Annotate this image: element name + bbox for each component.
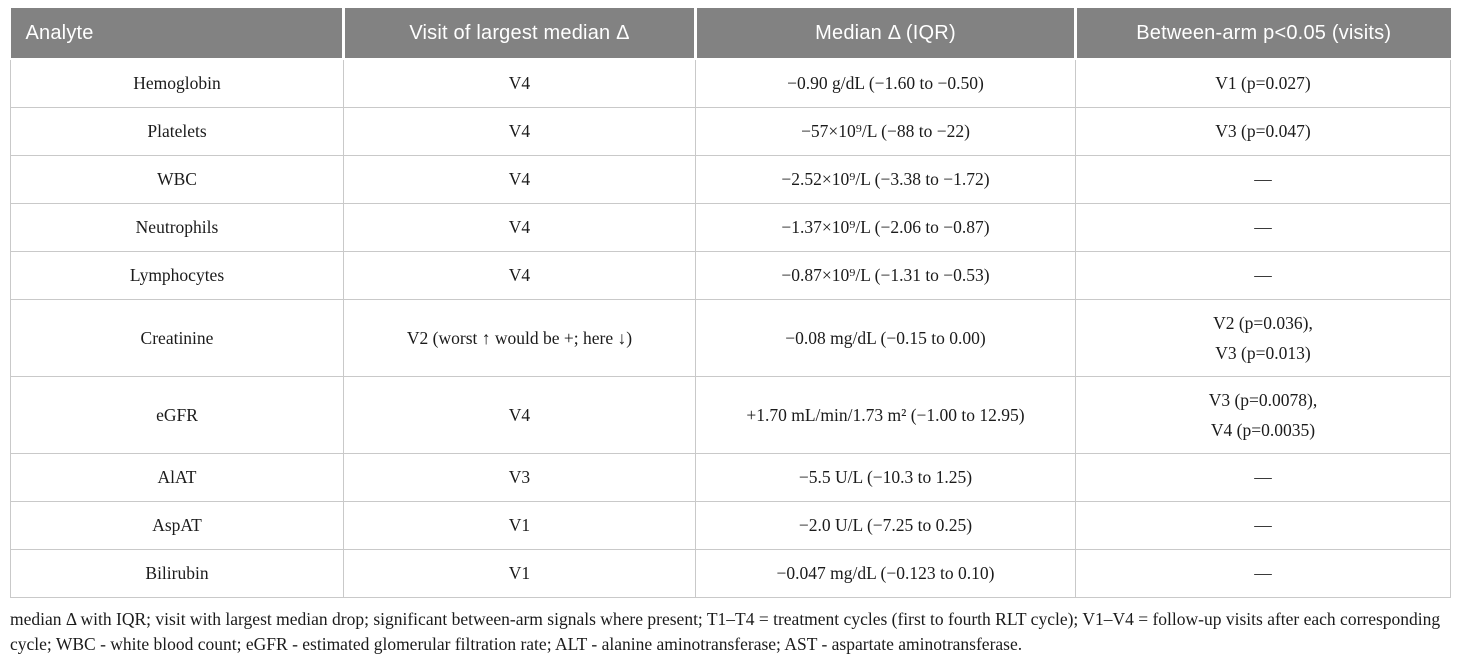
median-cell: −1.37×10⁹/L (−2.06 to −0.87) (695, 202, 1076, 252)
table-row: Hemoglobin V4 −0.90 g/dL (−1.60 to −0.50… (10, 59, 1451, 108)
analyte-cell: eGFR (10, 375, 344, 454)
analyte-cell: Bilirubin (10, 548, 344, 598)
analyte-cell: Creatinine (10, 298, 344, 377)
visit-cell: V4 (343, 250, 696, 300)
pvalue-cell: — (1075, 154, 1451, 204)
table-row: Bilirubin V1 −0.047 mg/dL (−0.123 to 0.1… (10, 548, 1451, 598)
visit-cell: V4 (343, 59, 696, 108)
column-header-visit-of-largest-median-delta: Visit of largest median Δ (343, 8, 697, 60)
median-cell: −57×10⁹/L (−88 to −22) (695, 106, 1076, 156)
visit-cell: V3 (343, 452, 696, 502)
pvalue-cell: — (1075, 452, 1451, 502)
header-row: Analyte Visit of largest median Δ Median… (10, 8, 1451, 60)
table-body: Hemoglobin V4 −0.90 g/dL (−1.60 to −0.50… (10, 59, 1451, 598)
visit-cell: V1 (343, 500, 696, 550)
visit-cell: V4 (343, 106, 696, 156)
median-cell: −0.047 mg/dL (−0.123 to 0.10) (695, 548, 1076, 598)
visit-cell: V1 (343, 548, 696, 598)
analyte-summary-table: Analyte Visit of largest median Δ Median… (10, 8, 1451, 598)
table-row: AlAT V3 −5.5 U/L (−10.3 to 1.25) — (10, 452, 1451, 502)
table-row: Neutrophils V4 −1.37×10⁹/L (−2.06 to −0.… (10, 202, 1451, 252)
pvalue-cell: — (1075, 202, 1451, 252)
table-row: Creatinine V2 (worst ↑ would be +; here … (10, 298, 1451, 377)
visit-cell: V4 (343, 154, 696, 204)
column-header-median-delta-iqr: Median Δ (IQR) (695, 8, 1077, 60)
pvalue-cell: — (1075, 548, 1451, 598)
median-cell: −2.52×10⁹/L (−3.38 to −1.72) (695, 154, 1076, 204)
visit-cell: V2 (worst ↑ would be +; here ↓) (343, 298, 696, 377)
analyte-cell: Hemoglobin (10, 59, 344, 108)
table-row: Platelets V4 −57×10⁹/L (−88 to −22) V3 (… (10, 106, 1451, 156)
pvalue-cell: — (1075, 250, 1451, 300)
table-header: Analyte Visit of largest median Δ Median… (10, 8, 1451, 60)
median-cell: +1.70 mL/min/1.73 m² (−1.00 to 12.95) (695, 375, 1076, 454)
visit-cell: V4 (343, 202, 696, 252)
table-row: AspAT V1 −2.0 U/L (−7.25 to 0.25) — (10, 500, 1451, 550)
analyte-cell: AlAT (10, 452, 344, 502)
pvalue-cell: V1 (p=0.027) (1075, 59, 1451, 108)
pvalue-cell: V3 (p=0.047) (1075, 106, 1451, 156)
table-row: WBC V4 −2.52×10⁹/L (−3.38 to −1.72) — (10, 154, 1451, 204)
table-footnote: median Δ with IQR; visit with largest me… (10, 608, 1441, 654)
analyte-cell: WBC (10, 154, 344, 204)
analyte-cell: AspAT (10, 500, 344, 550)
median-cell: −0.08 mg/dL (−0.15 to 0.00) (695, 298, 1076, 377)
visit-cell: V4 (343, 375, 696, 454)
median-cell: −5.5 U/L (−10.3 to 1.25) (695, 452, 1076, 502)
pvalue-cell: — (1075, 500, 1451, 550)
pvalue-cell: V3 (p=0.0078), V4 (p=0.0035) (1075, 375, 1451, 454)
analyte-cell: Lymphocytes (10, 250, 344, 300)
page: Analyte Visit of largest median Δ Median… (0, 8, 1460, 659)
table-row: Lymphocytes V4 −0.87×10⁹/L (−1.31 to −0.… (10, 250, 1451, 300)
table-row: eGFR V4 +1.70 mL/min/1.73 m² (−1.00 to 1… (10, 375, 1451, 454)
median-cell: −0.87×10⁹/L (−1.31 to −0.53) (695, 250, 1076, 300)
median-cell: −0.90 g/dL (−1.60 to −0.50) (695, 59, 1076, 108)
column-header-analyte: Analyte (10, 8, 345, 60)
analyte-cell: Platelets (10, 106, 344, 156)
analyte-cell: Neutrophils (10, 202, 344, 252)
pvalue-cell: V2 (p=0.036), V3 (p=0.013) (1075, 298, 1451, 377)
median-cell: −2.0 U/L (−7.25 to 0.25) (695, 500, 1076, 550)
column-header-between-arm-pvalue: Between-arm p<0.05 (visits) (1075, 8, 1451, 60)
